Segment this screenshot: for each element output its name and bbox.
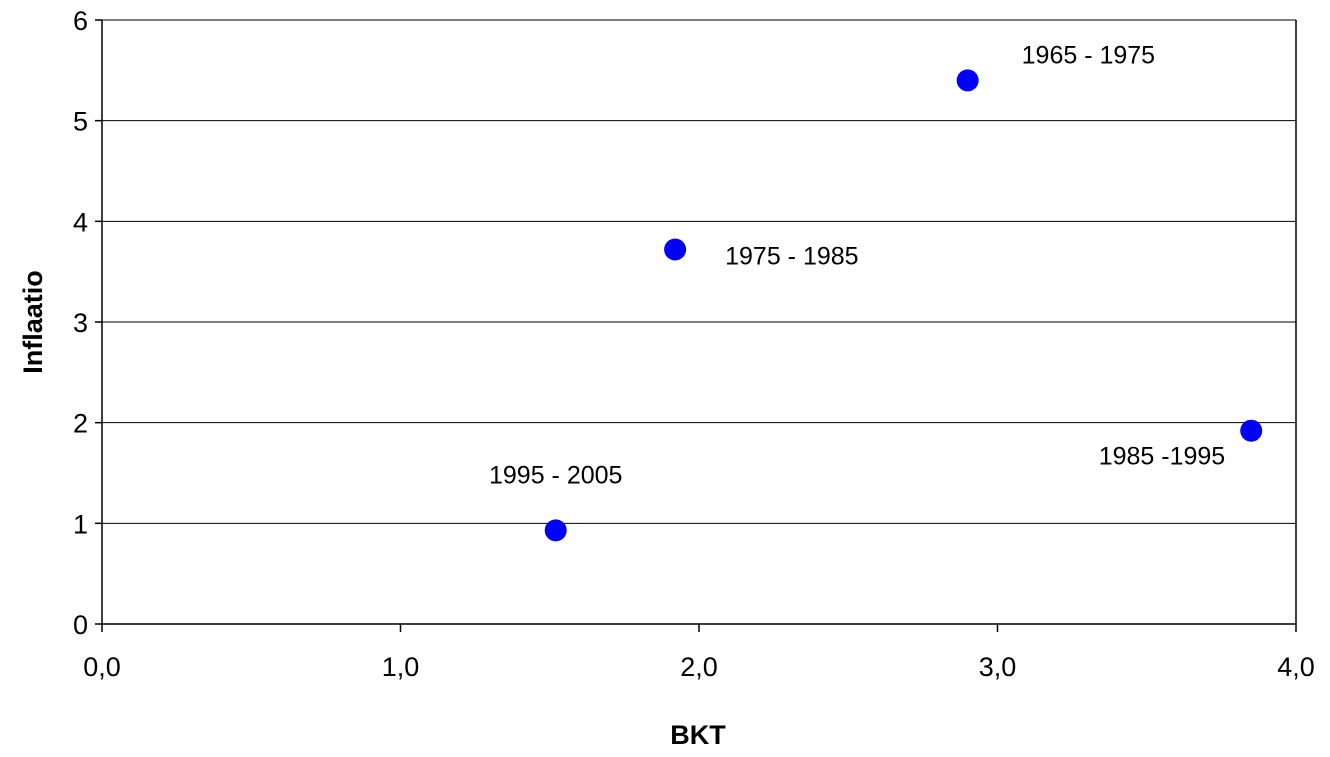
data-points (544, 69, 1263, 542)
y-tick-label: 2 (73, 409, 88, 439)
x-ticks: 0,0 1,0 2,0 3,0 4,0 (83, 624, 1315, 682)
y-tick-label: 0 (73, 610, 88, 640)
point-label: 1995 - 2005 (489, 461, 622, 489)
y-tick-label: 5 (73, 107, 88, 137)
y-tick-label: 3 (73, 308, 88, 338)
point-label: 1965 - 1975 (1022, 41, 1155, 69)
point-label: 1985 -1995 (1099, 443, 1226, 471)
gridlines (102, 19, 1296, 524)
data-point (1240, 419, 1263, 442)
x-tick-label: 0,0 (83, 652, 121, 682)
data-point (664, 238, 687, 261)
x-tick-label: 4,0 (1277, 652, 1315, 682)
point-label: 1975 - 1985 (725, 243, 858, 271)
y-ticks: 0 1 2 3 4 5 6 (73, 6, 102, 640)
x-tick-label: 3,0 (979, 652, 1017, 682)
x-tick-label: 1,0 (382, 652, 420, 682)
y-tick-label: 4 (73, 207, 88, 237)
y-tick-label: 1 (73, 509, 88, 539)
data-point (956, 69, 979, 92)
x-axis-title: BKT (670, 720, 726, 750)
point-labels: 1965 - 1975 1975 - 1985 1985 -1995 1995 - 2… (489, 41, 1225, 489)
y-axis-title: Inflaatio (18, 270, 48, 374)
data-point (544, 519, 567, 542)
y-tick-label: 6 (73, 6, 88, 36)
x-tick-label: 2,0 (680, 652, 718, 682)
